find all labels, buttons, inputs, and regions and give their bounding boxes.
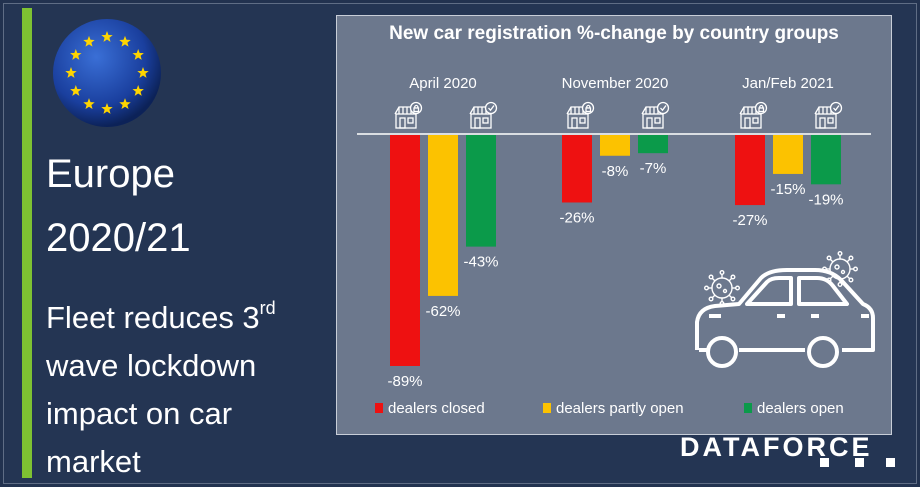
data-label: -62%: [425, 303, 460, 320]
period-title: 2020/21: [46, 216, 191, 260]
shop-locked-icon: [739, 101, 768, 129]
bar: [466, 135, 496, 247]
accent-bar: [22, 8, 32, 478]
category-label: April 2020: [409, 75, 477, 92]
shop-locked-icon: [394, 101, 423, 129]
data-label: -19%: [808, 191, 843, 208]
flag-star: [101, 31, 113, 42]
flag-star: [132, 49, 144, 60]
headline-line-2: wave lockdown: [46, 348, 257, 383]
legend-swatch: [375, 403, 383, 413]
chart-panel: New car registration %-change by country…: [336, 15, 892, 435]
bar: [735, 135, 765, 206]
dataforce-logo: DATAFORCE: [680, 432, 873, 462]
legend-swatch: [744, 403, 752, 413]
headline-line-1: Fleet reduces 3: [46, 300, 260, 335]
flag-star: [132, 85, 144, 96]
logo-dot: [820, 458, 829, 467]
headline-line-4: market: [46, 444, 141, 479]
bar: [390, 135, 420, 366]
data-label: -7%: [640, 160, 667, 177]
legend-swatch: [543, 403, 551, 413]
flag-star: [119, 98, 131, 110]
headline-line-3: impact on car: [46, 396, 233, 431]
virus-icon: [704, 269, 741, 307]
data-label: -15%: [770, 181, 805, 198]
legend-label: dealers open: [757, 400, 844, 417]
shop-check-icon: [469, 101, 498, 129]
flag-star: [70, 85, 82, 96]
category-label: November 2020: [562, 75, 669, 92]
headline-superscript: rd: [259, 298, 276, 318]
shop-check-icon: [641, 101, 670, 129]
eu-flag-icon: [53, 19, 161, 127]
bar: [773, 135, 803, 174]
chart-title: New car registration %-change by country…: [389, 23, 839, 44]
flag-star: [83, 98, 95, 110]
data-label: -26%: [559, 209, 594, 226]
bar-chart: April 2020 -89% -62% -43% November 2020 -26% -…: [357, 75, 875, 417]
legend-label: dealers partly open: [556, 400, 684, 417]
data-label: -43%: [463, 254, 498, 271]
data-label: -27%: [732, 212, 767, 229]
bar: [562, 135, 592, 203]
data-label: -8%: [602, 163, 629, 180]
car-icon: [695, 268, 875, 368]
flag-star: [70, 49, 82, 60]
flag-star: [119, 35, 131, 47]
bar: [428, 135, 458, 296]
shop-check-icon: [814, 101, 843, 129]
shop-locked-icon: [566, 101, 595, 129]
flag-star: [65, 67, 77, 78]
headline: Fleet reduces 3rd wave lockdown impact o…: [46, 284, 316, 486]
flag-star: [101, 103, 113, 114]
flag-star: [137, 67, 149, 78]
bar: [638, 135, 668, 154]
logo-dot: [855, 458, 864, 467]
category-label: Jan/Feb 2021: [742, 75, 834, 92]
flag-star: [83, 35, 95, 47]
logo-dot: [886, 458, 895, 467]
bar: [811, 135, 841, 185]
legend-label: dealers closed: [388, 400, 485, 417]
bar: [600, 135, 630, 156]
virus-icon: [822, 250, 859, 288]
region-title: Europe: [46, 152, 175, 196]
data-label: -89%: [387, 373, 422, 390]
